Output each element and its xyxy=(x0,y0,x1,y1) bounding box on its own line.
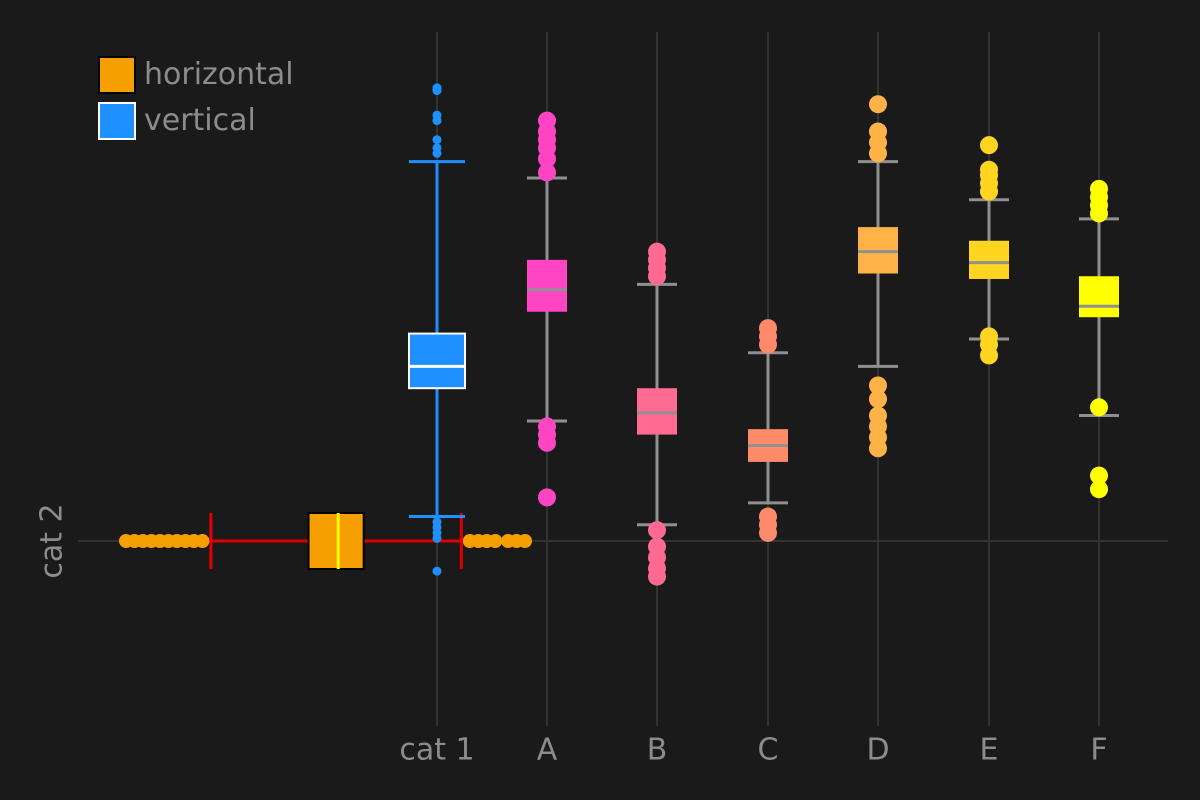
outlier-point xyxy=(648,242,666,261)
outlier-point xyxy=(538,488,556,507)
box-cat-1 xyxy=(408,332,466,390)
outlier-point xyxy=(759,319,777,338)
outlier-point xyxy=(869,406,887,425)
x-tick-label-e: E xyxy=(979,732,999,768)
x-tick-label-c: C xyxy=(757,732,779,768)
y-tick-label-cat-2: cat 2 xyxy=(34,503,70,579)
legend-label: vertical xyxy=(144,103,256,138)
outlier-point xyxy=(648,521,666,540)
legend: horizontal vertical xyxy=(98,52,294,144)
outlier-point xyxy=(432,135,442,145)
legend-label: horizontal xyxy=(144,57,294,92)
outlier-point xyxy=(488,534,503,548)
legend-item-vertical: vertical xyxy=(98,98,294,144)
outlier-point xyxy=(432,517,442,527)
outlier-point xyxy=(518,534,532,548)
x-tick-label-f: F xyxy=(1090,732,1108,768)
box-a xyxy=(527,259,567,312)
outlier-point xyxy=(538,163,556,182)
outlier-point xyxy=(432,83,442,93)
outlier-point xyxy=(869,95,887,114)
outlier-point xyxy=(195,534,210,548)
box-cat-2 xyxy=(307,512,365,570)
outlier-point xyxy=(1090,179,1108,198)
box-f xyxy=(1079,276,1119,318)
outlier-point xyxy=(538,417,556,436)
chart-marks xyxy=(119,83,1119,586)
box-e xyxy=(969,240,1009,279)
x-tick-label-cat-1: cat 1 xyxy=(399,732,475,768)
x-tick-label-a: A xyxy=(536,732,558,768)
outlier-point xyxy=(432,110,442,120)
outlier-point xyxy=(1090,398,1108,417)
outlier-point xyxy=(869,122,887,141)
outlier-point xyxy=(1090,466,1108,485)
legend-item-horizontal: horizontal xyxy=(98,52,294,98)
legend-swatch-horizontal xyxy=(98,56,136,94)
x-tick-label-d: D xyxy=(866,732,890,768)
x-tick-label-b: B xyxy=(646,732,668,768)
outlier-point xyxy=(432,143,442,153)
outlier-point xyxy=(869,376,887,395)
outlier-point xyxy=(980,136,998,155)
legend-swatch-vertical xyxy=(98,102,136,140)
outlier-point xyxy=(980,160,998,179)
outlier-point xyxy=(432,566,442,576)
outlier-point xyxy=(538,111,556,130)
outlier-point xyxy=(1090,480,1108,499)
outlier-point xyxy=(759,507,777,526)
outlier-point xyxy=(869,390,887,409)
outlier-point xyxy=(980,327,998,346)
outlier-point xyxy=(648,537,666,556)
